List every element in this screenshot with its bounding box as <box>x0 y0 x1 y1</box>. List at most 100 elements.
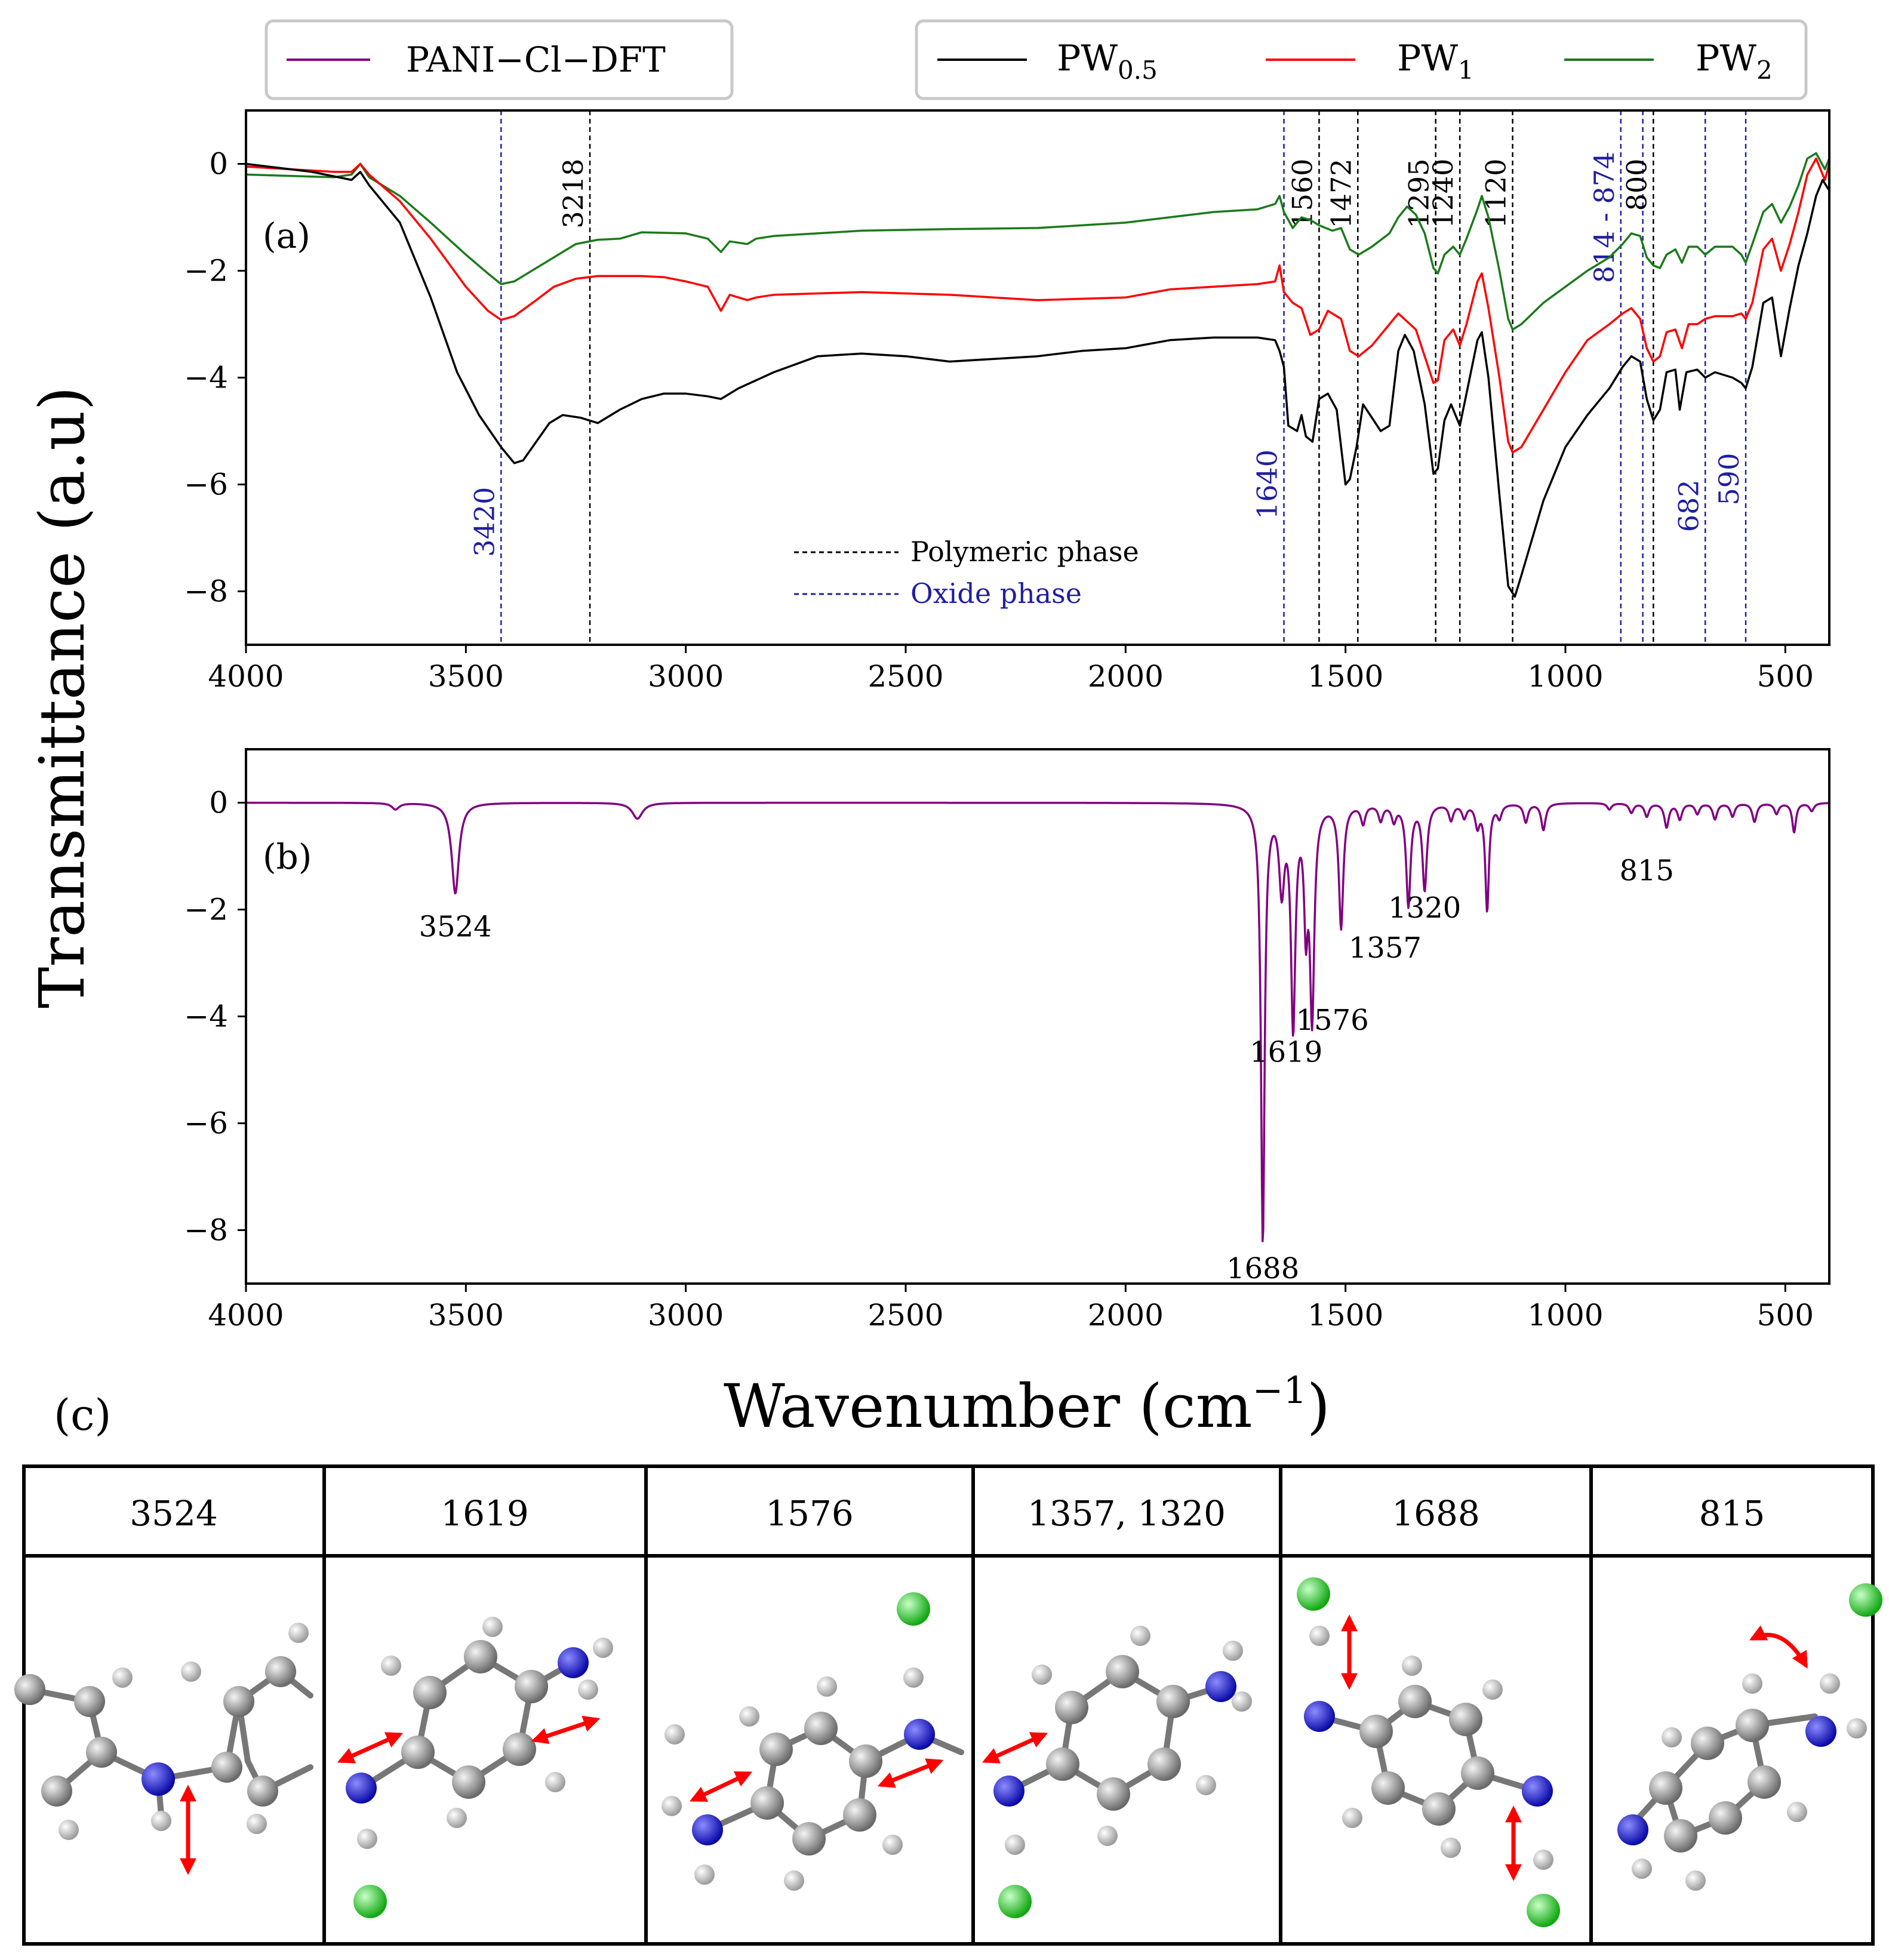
phase-legend-poly-label: Polymeric phase <box>910 536 1139 568</box>
carbon-atom <box>1046 1747 1079 1781</box>
hydrogen-atom <box>1402 1656 1422 1676</box>
panel-a-x-tick-label: 4000 <box>208 659 284 694</box>
molecule-1619 <box>337 1617 613 1918</box>
hydrogen-atom <box>817 1676 837 1697</box>
carbon-atom <box>503 1733 536 1766</box>
hydrogen-atom <box>381 1656 401 1676</box>
panel-c-label: (c) <box>54 1390 112 1440</box>
nitrogen-atom <box>141 1762 175 1796</box>
vibration-arrow <box>877 1758 944 1788</box>
hydrogen-atom <box>1223 1641 1243 1661</box>
panel-a-y-tick-label: −2 <box>184 254 228 288</box>
chlorine-atom <box>1297 1577 1330 1611</box>
carbon-atom <box>759 1733 793 1766</box>
vline-label: 3218 <box>557 159 589 229</box>
panel-a-x-tick-label: 1500 <box>1307 659 1383 694</box>
phase-legend-oxide-label: Oxide phase <box>910 577 1082 610</box>
panel-a-x-tick-label: 2000 <box>1088 659 1164 694</box>
carbon-atom <box>265 1656 296 1687</box>
hydrogen-atom <box>1685 1870 1706 1891</box>
nitrogen-atom <box>558 1647 589 1678</box>
panel-a-x-tick-label: 2500 <box>867 659 943 694</box>
carbon-atom <box>464 1640 497 1673</box>
carbon-atom <box>1461 1756 1494 1790</box>
hydrogen-atom <box>593 1638 613 1658</box>
carbon-atom <box>1664 1819 1697 1853</box>
legend-dft: PANI−Cl−DFT <box>264 19 734 100</box>
hydrogen-atom <box>664 1724 685 1744</box>
panel-a-ticks: 4000 3500 3000 2500 2000 1500 1000 500 0 −2 −4 −6 −8 <box>184 147 1814 694</box>
nitrogen-atom <box>904 1719 935 1750</box>
vibration-arrow <box>689 1771 753 1802</box>
panel-b-y-tick-label: 0 <box>209 786 228 820</box>
nitrogen-atom <box>1304 1701 1335 1732</box>
carbon-atom <box>1649 1771 1682 1805</box>
peak-annotation: 1357 <box>1349 931 1422 965</box>
hydrogen-atom <box>288 1623 309 1643</box>
carbon-atom <box>1398 1685 1432 1718</box>
nitrogen-atom <box>993 1776 1025 1807</box>
carbon-atom <box>14 1674 45 1705</box>
carbon-atom <box>1736 1709 1769 1742</box>
nitrogen-atom <box>346 1773 377 1804</box>
hydrogen-atom <box>903 1667 924 1688</box>
panel-b-x-tick-label: 3500 <box>428 1298 504 1333</box>
vibration-arrow <box>337 1732 404 1764</box>
chlorine-atom <box>897 1592 930 1626</box>
carbon-atom <box>211 1752 242 1783</box>
panel-b-y-tick-label: −2 <box>184 893 228 927</box>
carbon-atom <box>74 1686 105 1717</box>
hydrogen-atom <box>357 1829 377 1849</box>
panel-b-x-tick-label: 2000 <box>1088 1298 1164 1333</box>
vibration-table: 3524 1619 1576 1357, 1320 1688 815 <box>14 1464 1882 1946</box>
vline-label: 1120 <box>1480 159 1512 229</box>
hydrogen-atom <box>1632 1859 1652 1879</box>
panel-a-series <box>245 152 1830 598</box>
rotation-arrow <box>1749 1625 1808 1669</box>
series-pw1 <box>245 157 1830 454</box>
carbon-atom <box>223 1686 254 1717</box>
hydrogen-atom <box>151 1811 171 1831</box>
hydrogen-atom <box>784 1870 804 1891</box>
hydrogen-atom <box>1032 1664 1052 1685</box>
y-axis-title: Transmittance (a.u) <box>26 386 99 1008</box>
nitrogen-atom <box>692 1814 723 1845</box>
table-header-cell: 1576 <box>765 1493 854 1534</box>
panel-b-label: (b) <box>263 836 312 877</box>
panel-a-x-tick-label: 3500 <box>428 659 504 694</box>
table-frame <box>22 1464 1875 1946</box>
vline-label: 1472 <box>1325 159 1357 229</box>
carbon-atom <box>452 1765 485 1799</box>
carbon-atom <box>1097 1777 1130 1811</box>
series-dft <box>245 801 1830 1242</box>
peak-annotation: 1320 <box>1388 891 1461 925</box>
peak-annotation: 815 <box>1619 854 1674 887</box>
hydrogen-atom <box>59 1820 79 1840</box>
hydrogen-atom <box>662 1796 682 1816</box>
panel-b-y-tick-label: −8 <box>184 1213 228 1248</box>
carbon-atom <box>1055 1691 1088 1724</box>
panel-a-y-tick-label: −4 <box>184 361 228 395</box>
panel-b-series <box>245 801 1830 1242</box>
chlorine-atom <box>1849 1583 1882 1617</box>
chlorine-atom <box>1527 1894 1560 1927</box>
nitrogen-atom <box>1205 1671 1236 1702</box>
legend-pw1-label: PW1 <box>1397 38 1474 85</box>
hydrogen-atom <box>1130 1626 1150 1646</box>
hydrogen-atom <box>1441 1838 1461 1858</box>
table-header-cell: 1357, 1320 <box>1027 1493 1226 1534</box>
legend-dft-box <box>264 19 734 100</box>
hydrogen-atom <box>1820 1673 1840 1694</box>
legend-pw2-label: PW2 <box>1696 38 1773 85</box>
vline-label: 814 - 874 <box>1588 152 1620 283</box>
carbon-atom <box>1147 1747 1181 1781</box>
carbon-atom <box>849 1744 882 1778</box>
hydrogen-atom <box>247 1814 267 1834</box>
carbon-atom <box>804 1712 838 1745</box>
table-header-cell: 1688 <box>1392 1493 1480 1534</box>
hydrogen-atom <box>1005 1835 1025 1855</box>
hydrogen-atom <box>1662 1727 1682 1747</box>
hydrogen-atom <box>1309 1626 1330 1646</box>
carbon-atom <box>1371 1771 1405 1805</box>
hydrogen-atom <box>1847 1718 1867 1739</box>
